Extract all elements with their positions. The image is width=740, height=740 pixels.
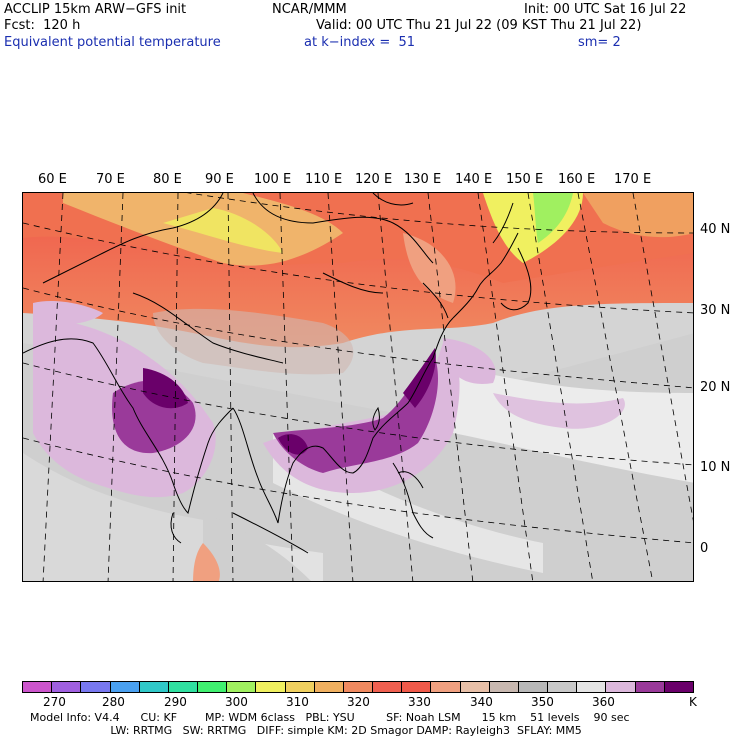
lon-label: 90 E [205, 172, 234, 187]
smoothing-label: sm= 2 [578, 35, 621, 50]
lon-label: 130 E [404, 172, 442, 187]
colorbar-label: 360 [592, 695, 615, 709]
colorbar [22, 681, 694, 693]
colorbar-swatch [402, 682, 432, 692]
lon-label: 70 E [96, 172, 125, 187]
lat-label: 40 N [700, 222, 731, 237]
lon-label: 150 E [506, 172, 544, 187]
colorbar-label: 280 [102, 695, 125, 709]
model-info-line1: Model Info: V4.4 CU: KF MP: WDM 6class P… [30, 711, 630, 724]
colorbar-label: 310 [286, 695, 309, 709]
colorbar-label: 350 [531, 695, 554, 709]
colorbar-label: 290 [164, 695, 187, 709]
colorbar-swatch [664, 682, 693, 692]
lat-label: 20 N [700, 380, 731, 395]
forecast-hour: Fcst: 120 h [4, 18, 81, 33]
lon-label: 80 E [153, 172, 182, 187]
colorbar-swatch [606, 682, 636, 692]
lon-label: 120 E [355, 172, 393, 187]
theta-e-field [23, 193, 693, 581]
lat-label: 0 [700, 541, 709, 556]
colorbar-swatch [52, 682, 82, 692]
colorbar-swatch [518, 682, 549, 692]
colorbar-swatch [110, 682, 140, 692]
colorbar-label: 320 [347, 695, 370, 709]
colorbar-swatch [168, 682, 199, 692]
colorbar-swatch [489, 682, 519, 692]
colorbar-swatch [285, 682, 315, 692]
colorbar-swatch [460, 682, 490, 692]
lat-label: 30 N [700, 303, 731, 318]
model-title: ACCLIP 15km ARW−GFS init [4, 2, 187, 17]
lat-label: 10 N [700, 460, 731, 475]
colorbar-unit: K [689, 695, 697, 709]
colorbar-swatch [635, 682, 665, 692]
lon-label: 170 E [614, 172, 652, 187]
colorbar-swatch [256, 682, 286, 692]
colorbar-label: 300 [225, 695, 248, 709]
map-panel [22, 192, 694, 582]
lon-label: 100 E [254, 172, 292, 187]
colorbar-label: 330 [408, 695, 431, 709]
colorbar-swatch [227, 682, 257, 692]
organization-label: NCAR/MMM [272, 2, 347, 17]
lon-label: 160 E [558, 172, 596, 187]
colorbar-swatch [343, 682, 374, 692]
colorbar-swatch [314, 682, 344, 692]
lon-label: 60 E [38, 172, 67, 187]
level-index: at k−index = 51 [304, 35, 416, 50]
lon-label: 110 E [305, 172, 343, 187]
valid-time: Valid: 00 UTC Thu 21 Jul 22 (09 KST Thu … [316, 18, 642, 33]
colorbar-swatch [23, 682, 53, 692]
colorbar-swatch [373, 682, 403, 692]
lon-label: 140 E [455, 172, 493, 187]
colorbar-label: 270 [43, 695, 66, 709]
colorbar-swatch [139, 682, 169, 692]
init-time: Init: 00 UTC Sat 16 Jul 22 [524, 2, 687, 17]
colorbar-label: 340 [470, 695, 493, 709]
colorbar-swatch [81, 682, 111, 692]
field-name: Equivalent potential temperature [4, 35, 221, 50]
colorbar-swatch [431, 682, 461, 692]
colorbar-swatch [577, 682, 607, 692]
colorbar-swatch [548, 682, 578, 692]
colorbar-swatch [198, 682, 228, 692]
model-info-line2: LW: RRTMG SW: RRTMG DIFF: simple KM: 2D … [30, 724, 582, 737]
